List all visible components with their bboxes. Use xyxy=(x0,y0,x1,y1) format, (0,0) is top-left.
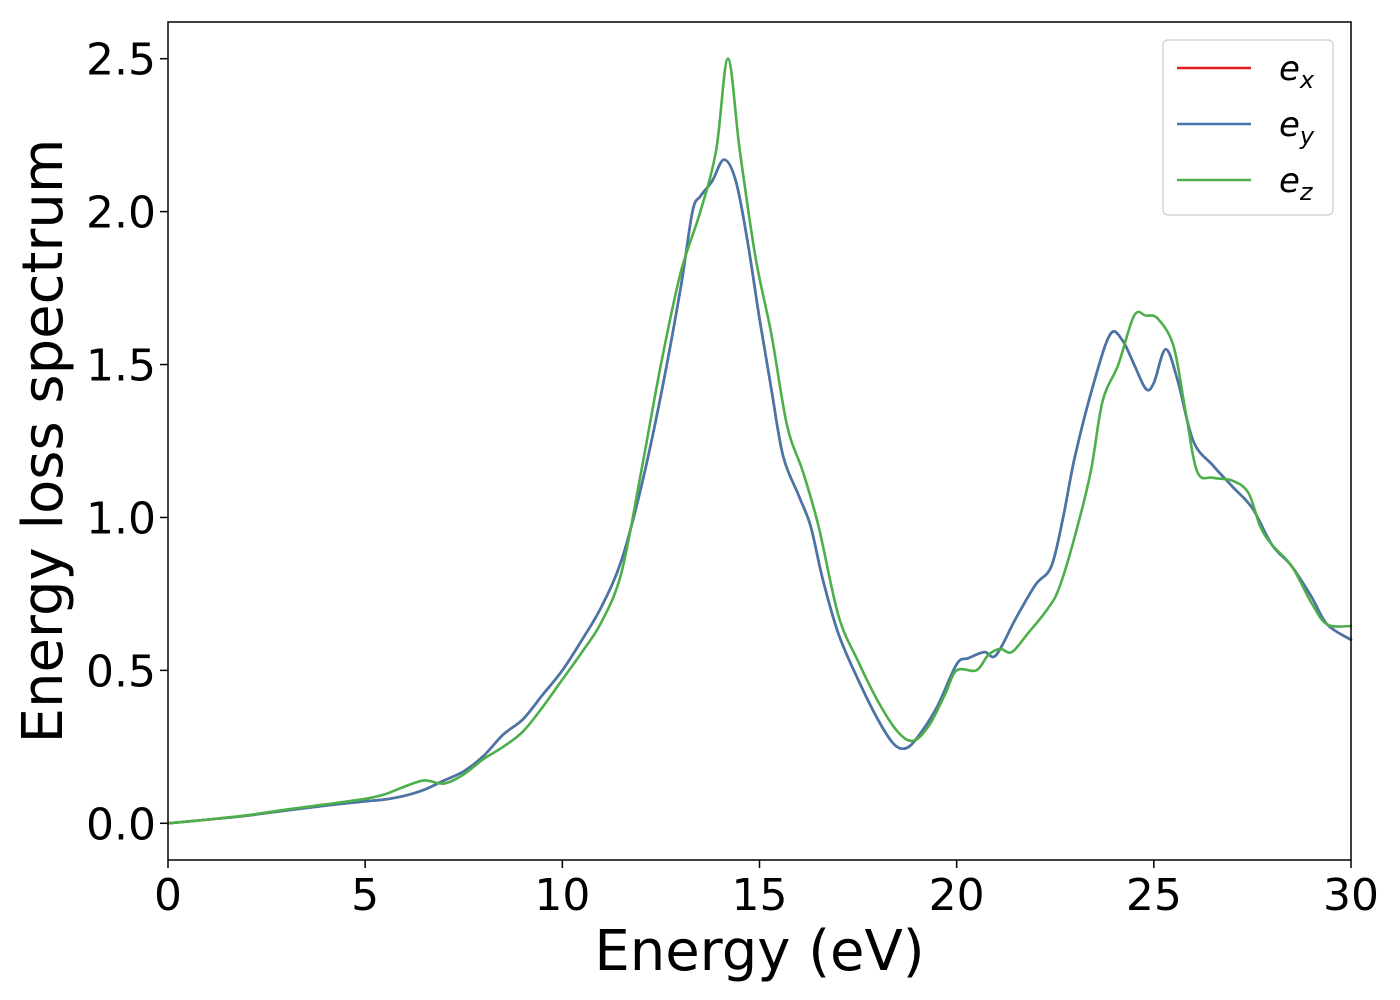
x-tick-label: 20 xyxy=(929,870,985,921)
legend-label-z: ez xyxy=(1279,161,1314,206)
x-tick-label: 30 xyxy=(1323,870,1379,921)
y-axis: 0.0 0.5 1.0 1.5 2.0 2.5 xyxy=(86,35,168,850)
legend-label-x: ex xyxy=(1279,49,1315,94)
legend-label-y: ey xyxy=(1279,105,1315,150)
y-tick-label: 0.5 xyxy=(86,646,156,697)
legend-label-subscript: x xyxy=(1299,66,1315,94)
legend-box xyxy=(1162,39,1334,216)
legend-label-subscript: z xyxy=(1299,178,1314,206)
series-layer xyxy=(166,57,1353,825)
series-line-e-y xyxy=(166,158,1353,825)
x-tick-label: 25 xyxy=(1126,870,1182,921)
x-axis: 0 5 10 15 20 25 30 xyxy=(154,860,1379,921)
x-tick-label: 15 xyxy=(732,870,788,921)
series-line-e-x xyxy=(166,158,1353,825)
y-tick-label: 2.0 xyxy=(86,188,156,239)
legend-label-base: e xyxy=(1279,49,1300,89)
x-tick-label: 5 xyxy=(351,870,379,921)
y-tick-label: 1.5 xyxy=(86,341,156,392)
series-line-e-z xyxy=(166,57,1353,825)
legend-label-subscript: y xyxy=(1299,122,1315,150)
y-axis-label: Energy loss spectrum xyxy=(11,139,76,744)
legend-label-base: e xyxy=(1279,161,1300,201)
x-axis-label: Energy (eV) xyxy=(594,919,924,984)
x-tick-label: 10 xyxy=(534,870,590,921)
x-tick-label: 0 xyxy=(154,870,182,921)
y-tick-label: 2.5 xyxy=(86,35,156,86)
y-tick-label: 0.0 xyxy=(86,799,156,850)
y-tick-label: 1.0 xyxy=(86,493,156,544)
legend-label-base: e xyxy=(1279,105,1300,145)
